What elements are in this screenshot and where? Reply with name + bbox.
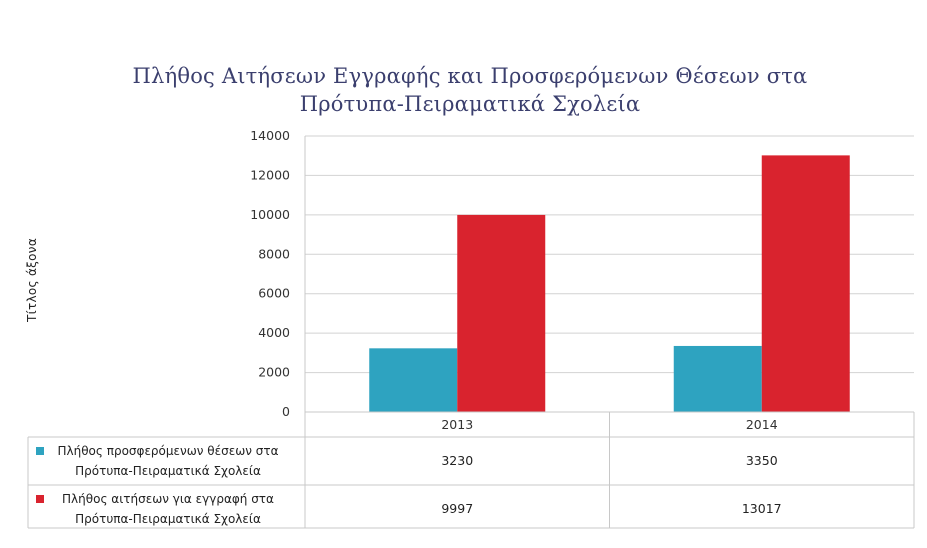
x-tick-label-2013: 2013 <box>441 417 473 432</box>
legend-key-series1 <box>36 447 44 455</box>
y-tick-label-8000: 8000 <box>258 246 290 261</box>
y-tick-label-6000: 6000 <box>258 286 290 301</box>
y-tick-label-0: 0 <box>282 404 290 419</box>
y-tick-label-2000: 2000 <box>258 365 290 380</box>
legend-label-series1-line1: Πλήθος προσφερόμενων θέσεων στα <box>57 444 278 458</box>
y-tick-label-12000: 12000 <box>250 167 290 182</box>
data-label-series1-2013: 3230 <box>441 453 473 468</box>
chart-title: Πλήθος Αιτήσεων Εγγραφής και Προσφερόμεν… <box>0 62 927 118</box>
data-label-series2-2013: 9997 <box>441 501 473 516</box>
y-tick-label-4000: 4000 <box>258 325 290 340</box>
chart-title-line-2: Πρότυπα-Πειραματικά Σχολεία <box>299 92 641 116</box>
y-tick-label-14000: 14000 <box>250 128 290 143</box>
data-label-series1-2014: 3350 <box>746 453 778 468</box>
legend-label-series2-line1: Πλήθος αιτήσεων για εγγραφή στα <box>62 492 274 506</box>
legend-label-series1-line2: Πρότυπα-Πειραματικά Σχολεία <box>75 464 261 478</box>
bar-series1-2014 <box>673 345 762 412</box>
x-tick-label-2014: 2014 <box>746 417 778 432</box>
data-label-series2-2014: 13017 <box>742 501 782 516</box>
legend-key-series2 <box>36 495 44 503</box>
legend-label-series2-line2: Πρότυπα-Πειραματικά Σχολεία <box>75 512 261 526</box>
y-tick-label-10000: 10000 <box>250 207 290 222</box>
bar-series1-2013 <box>369 348 458 412</box>
bar-series2-2014 <box>761 155 850 412</box>
bar-series2-2013 <box>457 214 546 412</box>
chart-title-line-1: Πλήθος Αιτήσεων Εγγραφής και Προσφερόμεν… <box>132 64 808 88</box>
